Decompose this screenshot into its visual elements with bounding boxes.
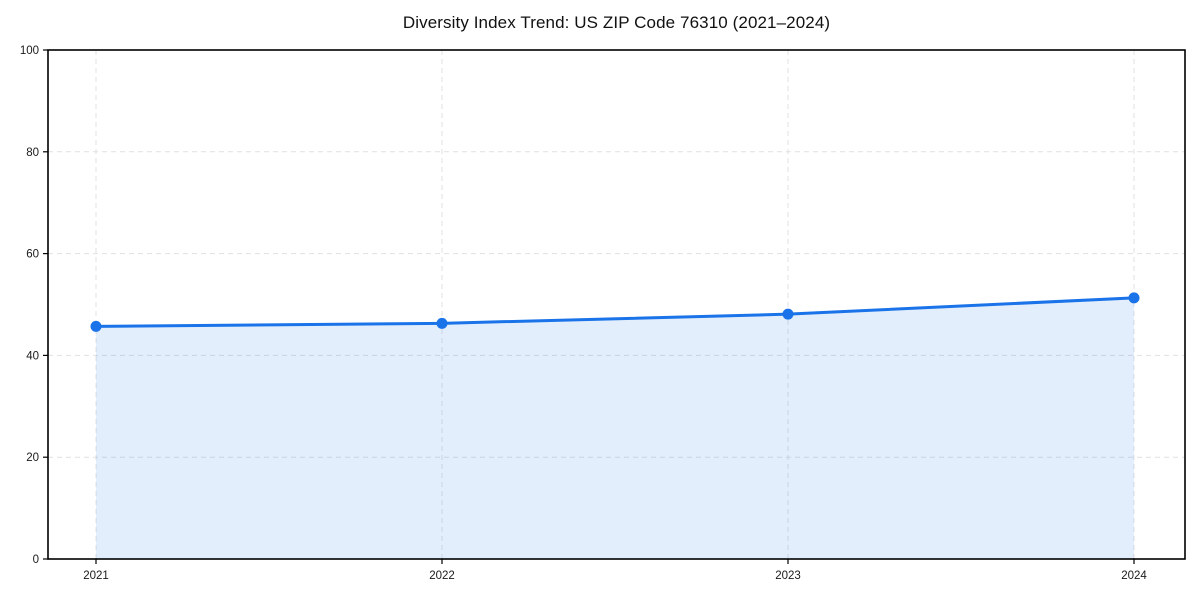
series-line bbox=[94, 296, 1136, 328]
data-point-marker bbox=[90, 320, 102, 332]
data-point-marker bbox=[436, 317, 448, 329]
x-tick-label: 2023 bbox=[775, 570, 801, 582]
y-tick-label: 40 bbox=[26, 350, 39, 362]
y-tick-label: 20 bbox=[26, 452, 39, 464]
y-tick-label: 80 bbox=[26, 147, 39, 159]
plot-border bbox=[47, 49, 1186, 560]
x-tick-label: 2024 bbox=[1121, 570, 1147, 582]
chart-title: Diversity Index Trend: US ZIP Code 76310… bbox=[402, 13, 831, 32]
x-tick-label: 2021 bbox=[83, 570, 109, 582]
data-point-marker bbox=[1128, 292, 1140, 304]
y-tick-label: 60 bbox=[26, 249, 39, 261]
data-point-marker bbox=[782, 308, 794, 320]
series-area-fill bbox=[96, 297, 1134, 559]
x-tick-label: 2022 bbox=[429, 570, 455, 582]
y-tick-label: 0 bbox=[33, 554, 39, 566]
y-tick-label: 100 bbox=[20, 45, 39, 57]
